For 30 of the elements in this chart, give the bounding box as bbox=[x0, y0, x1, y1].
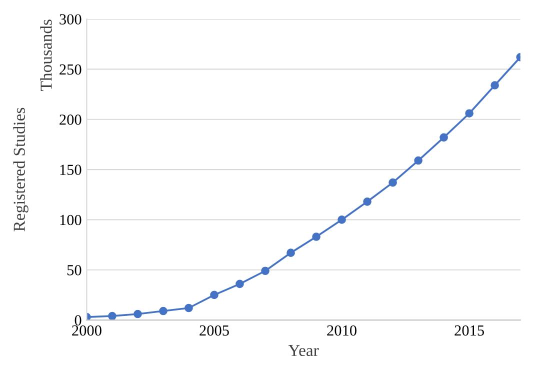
point bbox=[184, 304, 193, 312]
y-tick-label: 150 bbox=[60, 164, 82, 175]
point bbox=[338, 216, 346, 224]
point bbox=[210, 290, 218, 300]
y-axis-title: Registered Studies bbox=[13, 108, 28, 232]
point bbox=[465, 109, 474, 118]
point bbox=[363, 197, 372, 206]
text: Thousands bbox=[40, 20, 52, 91]
point bbox=[159, 306, 168, 316]
point bbox=[440, 133, 448, 142]
x-axis-title: Year bbox=[288, 344, 319, 356]
x-tick-label: 2000 bbox=[72, 325, 102, 336]
y-tick-label: 250 bbox=[60, 64, 82, 75]
point bbox=[236, 280, 244, 288]
point bbox=[134, 310, 142, 318]
point bbox=[312, 232, 320, 241]
y-tick-label: 50 bbox=[67, 265, 82, 276]
point bbox=[490, 81, 499, 90]
y-tick-label: 300 bbox=[60, 14, 82, 24]
x-tick-label: 2005 bbox=[200, 325, 229, 336]
x-tick-label: 2010 bbox=[327, 325, 356, 336]
point bbox=[414, 156, 422, 165]
y-tick-label: 200 bbox=[60, 114, 82, 125]
point bbox=[261, 266, 270, 276]
point bbox=[286, 248, 295, 257]
point bbox=[388, 178, 397, 187]
y-tick-label: 0 bbox=[74, 315, 82, 326]
x-tick-label: 2015 bbox=[454, 325, 484, 336]
y-tick-label: 100 bbox=[60, 214, 82, 226]
point bbox=[108, 312, 116, 320]
